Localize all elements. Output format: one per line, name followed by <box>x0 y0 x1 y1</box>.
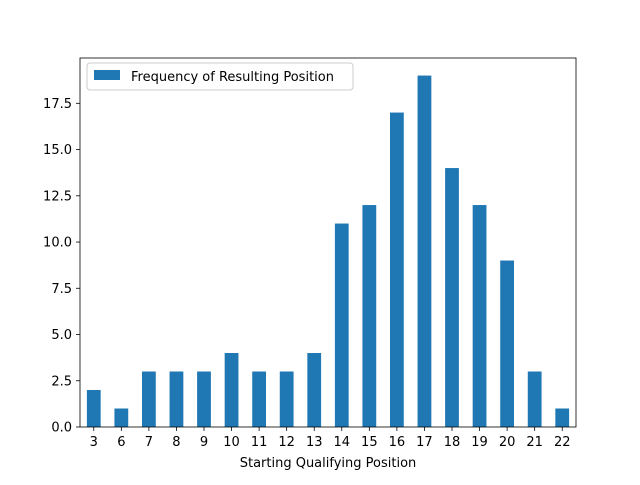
bar-7 <box>142 371 156 427</box>
bar-8 <box>169 371 184 427</box>
x-axis-label: Starting Qualifying Position <box>240 456 417 471</box>
x-tick-label-19: 19 <box>471 435 488 450</box>
bar-21 <box>527 371 542 427</box>
x-tick-label-7: 7 <box>145 435 153 450</box>
plot-frame <box>79 57 577 428</box>
bar-17 <box>417 75 432 427</box>
x-tick-label-20: 20 <box>499 435 516 450</box>
x-tick-label-10: 10 <box>223 435 240 450</box>
bar-20 <box>500 260 514 427</box>
legend-swatch <box>94 70 120 80</box>
bar-11 <box>252 371 266 427</box>
y-tick-label-7.5: 7.5 <box>51 282 72 297</box>
bar-13 <box>307 353 322 427</box>
y-tick-label-10.0: 10.0 <box>43 236 72 251</box>
y-tick-label-12.5: 12.5 <box>43 189 72 204</box>
y-tick-label-17.5: 17.5 <box>43 97 72 112</box>
legend-label: Frequency of Resulting Position <box>131 70 334 85</box>
legend: Frequency of Resulting Position <box>86 62 354 91</box>
x-tick-label-21: 21 <box>526 435 543 450</box>
bar-9 <box>197 371 211 427</box>
bar-18 <box>445 168 459 428</box>
bar-12 <box>279 371 294 427</box>
bar-6 <box>114 408 129 427</box>
y-tick-label-0.0: 0.0 <box>51 421 72 436</box>
x-tick-label-6: 6 <box>117 435 125 450</box>
x-tick-label-16: 16 <box>389 435 406 450</box>
bar-3 <box>86 390 101 427</box>
x-tick-label-14: 14 <box>334 435 351 450</box>
x-tick-label-8: 8 <box>172 435 180 450</box>
bar-16 <box>390 112 404 427</box>
x-tick-label-12: 12 <box>278 435 295 450</box>
bar-14 <box>334 223 349 427</box>
x-tick-label-11: 11 <box>251 435 268 450</box>
x-axis: 3 6 7 8 9 10 11 12 13 14 15 16 17 18 19 20 21 22 <box>90 427 571 450</box>
bar-10 <box>224 353 239 427</box>
y-axis: 0.0 2.5 5.0 7.5 10.0 12.5 15.0 17.5 <box>43 97 80 436</box>
y-tick-label-5.0: 5.0 <box>51 328 72 343</box>
x-tick-label-13: 13 <box>306 435 323 450</box>
legend-box <box>86 62 354 91</box>
y-tick-label-15.0: 15.0 <box>43 143 72 158</box>
x-tick-label-18: 18 <box>444 435 461 450</box>
bars-layer <box>86 75 570 428</box>
bar-22 <box>555 408 570 427</box>
x-tick-label-3: 3 <box>90 435 98 450</box>
x-tick-label-9: 9 <box>200 435 208 450</box>
bar-15 <box>362 205 377 427</box>
x-tick-label-15: 15 <box>361 435 378 450</box>
x-tick-label-22: 22 <box>554 435 571 450</box>
x-tick-label-17: 17 <box>416 435 433 450</box>
bar-19 <box>472 205 487 427</box>
y-tick-label-2.5: 2.5 <box>51 374 72 389</box>
